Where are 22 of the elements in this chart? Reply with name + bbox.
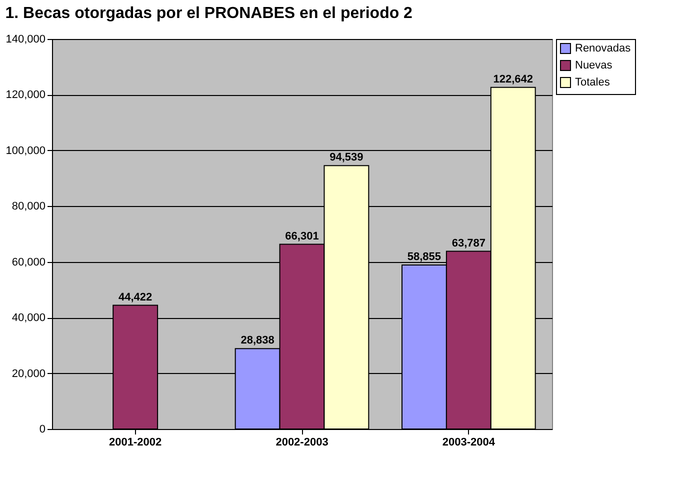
y-tick-label: 20,000 <box>12 368 46 380</box>
y-tick-label: 80,000 <box>12 200 46 213</box>
y-tick-label: 60,000 <box>12 256 46 268</box>
chart-title: 1. Becas otorgadas por el PRONABES en el periodo 2 <box>5 5 413 22</box>
data-label: 94,539 <box>330 152 364 164</box>
data-label: 44,422 <box>118 291 152 304</box>
legend-label: Totales <box>575 76 610 88</box>
data-label: 58,855 <box>407 251 442 264</box>
x-tick-label: 2003-2004 <box>442 436 496 448</box>
data-label: 28,838 <box>240 334 274 347</box>
data-label: 66,301 <box>285 230 319 242</box>
y-tick-label: 100,000 <box>6 144 46 157</box>
data-label: 122,642 <box>493 73 533 86</box>
y-tick-label: 40,000 <box>12 312 46 324</box>
y-tick-label: 140,000 <box>6 34 46 46</box>
legend-label: Renovadas <box>575 42 632 54</box>
data-label: 63,787 <box>452 237 486 250</box>
y-tick-label: 0 <box>39 424 46 436</box>
legend-label: Nuevas <box>575 60 613 72</box>
x-tick-label: 2002-2003 <box>276 436 328 448</box>
x-tick-label: 2001-2002 <box>109 436 162 448</box>
y-tick-label: 120,000 <box>6 89 46 102</box>
